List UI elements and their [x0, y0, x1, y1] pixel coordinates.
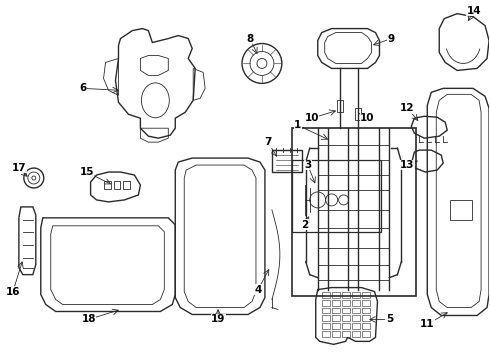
Text: 14: 14	[467, 6, 482, 15]
Bar	[322, 323, 330, 329]
Bar	[272, 150, 302, 172]
Bar	[332, 300, 340, 306]
Text: 8: 8	[246, 33, 254, 44]
Bar	[362, 323, 369, 329]
Text: 16: 16	[6, 287, 20, 297]
Bar	[362, 315, 369, 321]
Text: 13: 13	[400, 160, 415, 170]
Bar	[332, 323, 340, 329]
Bar	[322, 315, 330, 321]
Bar	[332, 315, 340, 321]
Text: 12: 12	[400, 103, 415, 113]
Bar	[362, 300, 369, 306]
Text: 11: 11	[420, 319, 435, 329]
Bar	[322, 292, 330, 298]
Text: 15: 15	[79, 167, 94, 177]
Bar	[342, 300, 349, 306]
Text: 4: 4	[254, 284, 262, 294]
Text: 5: 5	[386, 314, 393, 324]
Bar	[352, 315, 360, 321]
Text: 3: 3	[304, 160, 311, 170]
Bar	[362, 307, 369, 314]
Bar	[342, 315, 349, 321]
Bar	[352, 300, 360, 306]
Bar	[342, 323, 349, 329]
Bar	[342, 332, 349, 337]
Bar	[342, 292, 349, 298]
Bar	[332, 292, 340, 298]
Text: 10: 10	[304, 113, 319, 123]
Bar	[450, 200, 472, 220]
Bar	[322, 300, 330, 306]
Bar	[362, 292, 369, 298]
Bar	[352, 292, 360, 298]
Bar	[292, 160, 382, 232]
Bar	[352, 307, 360, 314]
Bar	[337, 100, 343, 112]
Bar	[292, 128, 416, 296]
Bar	[114, 181, 121, 189]
Text: 10: 10	[360, 113, 375, 123]
Text: 18: 18	[81, 314, 96, 324]
Text: 6: 6	[79, 84, 86, 93]
Bar	[342, 307, 349, 314]
Bar	[332, 307, 340, 314]
Bar	[355, 108, 361, 120]
Text: 17: 17	[12, 163, 26, 173]
Bar	[352, 323, 360, 329]
Bar	[123, 181, 130, 189]
Bar	[362, 332, 369, 337]
Text: 9: 9	[388, 33, 395, 44]
Bar	[352, 332, 360, 337]
Bar	[103, 181, 111, 189]
Text: 2: 2	[301, 220, 308, 230]
Text: 19: 19	[211, 314, 225, 324]
Text: 7: 7	[264, 137, 271, 147]
Text: 1: 1	[294, 120, 301, 130]
Bar	[332, 332, 340, 337]
Bar	[322, 332, 330, 337]
Bar	[322, 307, 330, 314]
